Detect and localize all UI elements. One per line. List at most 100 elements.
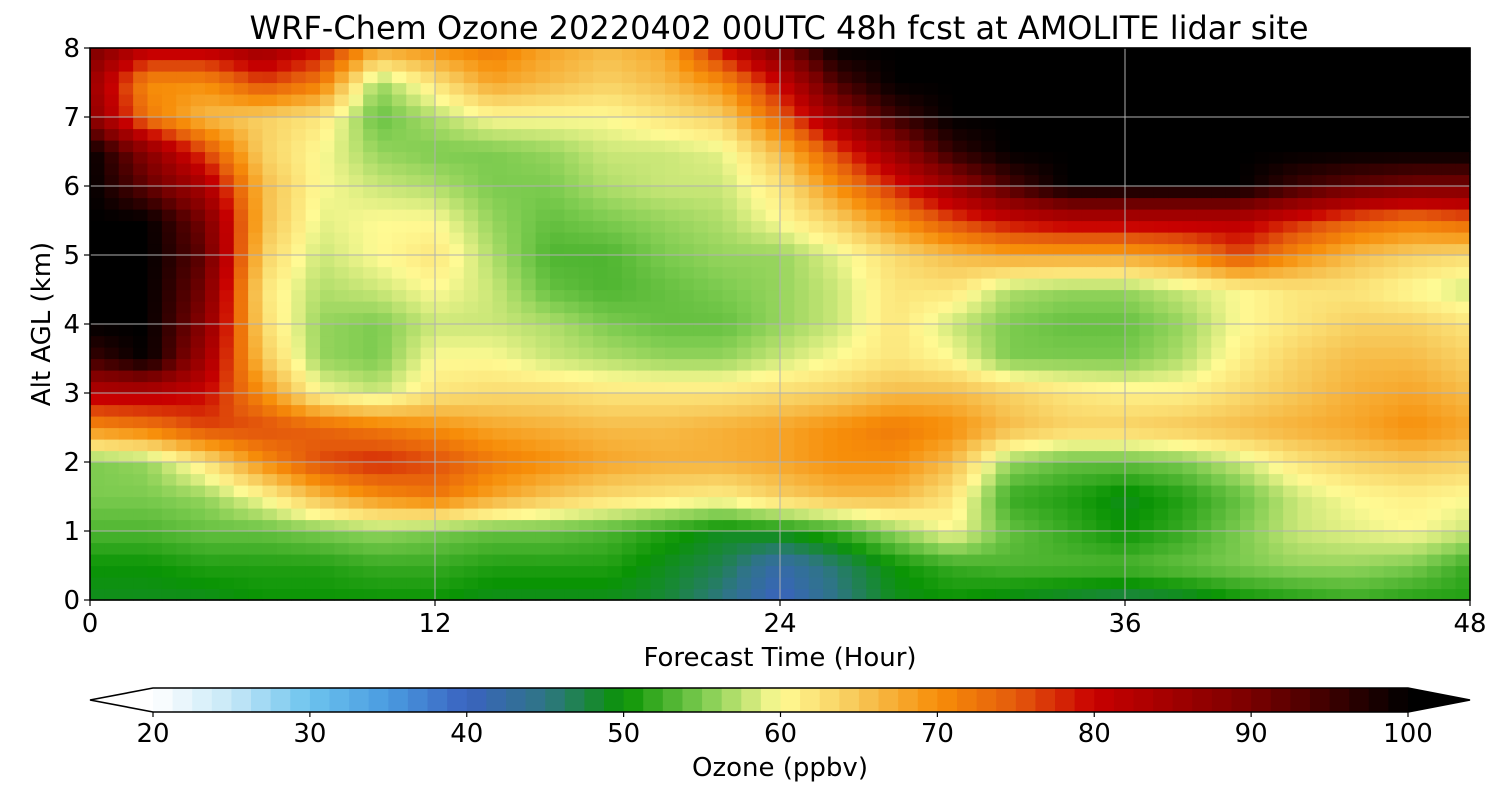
heatmap-cell — [621, 381, 637, 394]
heatmap-cell — [1168, 485, 1184, 498]
heatmap-cell — [1297, 324, 1313, 337]
heatmap-cell — [938, 186, 954, 199]
heatmap-cell — [262, 370, 278, 383]
heatmap-cell — [765, 427, 781, 440]
heatmap-cell — [133, 243, 149, 256]
heatmap-cell — [1139, 393, 1155, 406]
heatmap-cell — [348, 301, 364, 314]
heatmap-cell — [909, 508, 925, 521]
heatmap-cell — [118, 105, 134, 118]
heatmap-cell — [1369, 358, 1385, 371]
heatmap-cell — [1355, 209, 1370, 222]
heatmap-cell — [1326, 519, 1342, 532]
heatmap-cell — [808, 128, 824, 141]
heatmap-cell — [593, 335, 609, 348]
heatmap-cell — [1024, 117, 1040, 130]
heatmap-cell — [1441, 542, 1457, 555]
heatmap-cell — [363, 128, 379, 141]
heatmap-cell — [1182, 485, 1198, 498]
heatmap-cell — [923, 140, 939, 153]
heatmap-cell — [118, 358, 134, 371]
heatmap-cell — [909, 416, 925, 429]
heatmap-cell — [406, 151, 422, 164]
heatmap-cell — [1139, 416, 1155, 429]
heatmap-cell — [1240, 186, 1255, 199]
heatmap-cell — [952, 450, 968, 463]
heatmap-cell — [938, 462, 954, 475]
heatmap-cell — [808, 588, 824, 601]
heatmap-cell — [492, 197, 508, 210]
heatmap-cell — [1139, 358, 1155, 371]
heatmap-cell — [1254, 404, 1270, 417]
heatmap-cell — [1268, 243, 1284, 256]
heatmap-cell — [1067, 128, 1083, 141]
heatmap-cell — [391, 243, 407, 256]
heatmap-cell — [952, 59, 968, 72]
heatmap-cell — [679, 289, 695, 302]
heatmap-cell — [880, 542, 896, 555]
heatmap-cell — [1254, 496, 1270, 509]
heatmap-cell — [1053, 427, 1069, 440]
heatmap-cell — [1225, 508, 1241, 521]
heatmap-cell — [1254, 117, 1270, 130]
heatmap-cell — [118, 94, 134, 107]
heatmap-cell — [435, 393, 450, 406]
heatmap-cell — [305, 289, 321, 302]
heatmap-cell — [1010, 255, 1025, 268]
heatmap-cell — [1196, 462, 1212, 475]
heatmap-cell — [823, 163, 839, 176]
heatmap-cell — [722, 347, 738, 360]
heatmap-cell — [708, 266, 724, 279]
heatmap-cell — [478, 393, 494, 406]
heatmap-cell — [650, 485, 666, 498]
heatmap-cell — [449, 232, 465, 245]
heatmap-cell — [449, 324, 465, 337]
heatmap-cell — [1010, 381, 1025, 394]
heatmap-cell — [1268, 128, 1284, 141]
heatmap-cell — [205, 404, 220, 417]
heatmap-cell — [621, 358, 637, 371]
heatmap-cell — [938, 151, 954, 164]
heatmap-cell — [1426, 174, 1442, 187]
heatmap-cell — [133, 255, 149, 268]
heatmap-cell — [636, 186, 652, 199]
heatmap-cell — [1053, 473, 1069, 486]
heatmap-cell — [650, 209, 666, 222]
heatmap-cell — [722, 324, 738, 337]
heatmap-cell — [492, 209, 508, 222]
heatmap-cell — [1096, 105, 1112, 118]
heatmap-cell — [1355, 59, 1370, 72]
heatmap-cell — [1383, 496, 1399, 509]
heatmap-cell — [463, 266, 479, 279]
heatmap-cell — [1398, 255, 1414, 268]
heatmap-cell — [161, 450, 177, 463]
heatmap-cell — [808, 473, 824, 486]
heatmap-cell — [1254, 232, 1270, 245]
heatmap-cell — [578, 59, 594, 72]
heatmap-cell — [1383, 554, 1399, 567]
heatmap-cell — [348, 243, 364, 256]
heatmap-cell — [276, 370, 292, 383]
heatmap-cell — [636, 577, 652, 590]
heatmap-cell — [1441, 496, 1457, 509]
heatmap-cell — [276, 243, 292, 256]
heatmap-cell — [564, 427, 580, 440]
heatmap-cell — [1268, 370, 1284, 383]
heatmap-cell — [320, 381, 335, 394]
heatmap-cell — [478, 289, 494, 302]
heatmap-cell — [1254, 71, 1270, 84]
heatmap-cell — [90, 186, 105, 199]
heatmap-cell — [1383, 519, 1399, 532]
heatmap-cell — [909, 427, 925, 440]
heatmap-cell — [535, 427, 551, 440]
heatmap-cell — [133, 266, 149, 279]
heatmap-cell — [995, 439, 1011, 452]
heatmap-cell — [1053, 381, 1069, 394]
heatmap-cell — [765, 220, 781, 233]
heatmap-cell — [880, 381, 896, 394]
heatmap-cell — [535, 117, 551, 130]
heatmap-cell — [1340, 554, 1356, 567]
heatmap-cell — [535, 94, 551, 107]
heatmap-cell — [895, 450, 910, 463]
heatmap-cell — [1182, 163, 1198, 176]
